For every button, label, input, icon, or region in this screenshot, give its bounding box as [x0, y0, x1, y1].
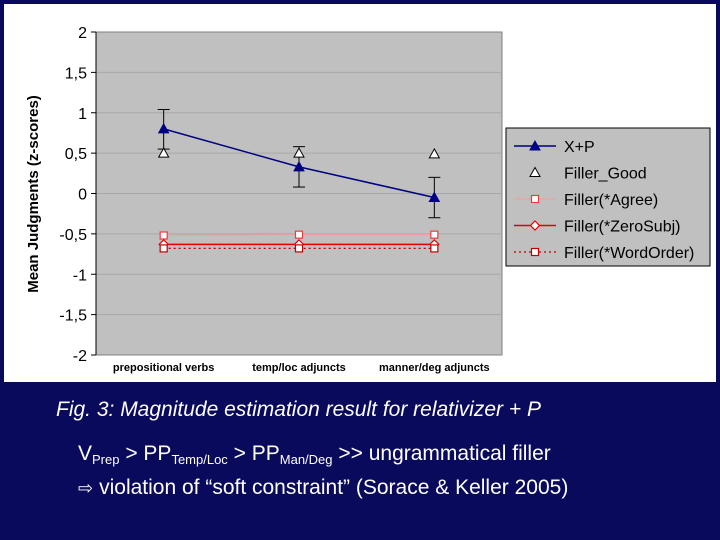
data-point [430, 230, 439, 239]
x-tick-label: prepositional verbs [113, 362, 214, 374]
legend-label: Filler(*Agree) [564, 192, 658, 209]
subtitle-pp1-sub: Temp/Loc [171, 452, 228, 467]
right-arrow-outline-icon: ⇨ [78, 478, 94, 498]
subtitle-block: VPrep > PPTemp/Loc > PPMan/Deg >> ungram… [78, 440, 708, 502]
y-tick-label: 0,5 [65, 146, 87, 163]
figure-caption: Fig. 3: Magnitude estimation result for … [56, 398, 541, 421]
y-tick-label: -1 [73, 267, 87, 284]
x-tick-label: temp/loc adjuncts [252, 362, 346, 374]
chart-panel: 2 1,5 1 0,5 0 -0,5 -1 -1,5 -2 prepositional verbs… [4, 4, 716, 382]
subtitle-gt1: > PP [119, 442, 172, 465]
data-point [428, 147, 441, 159]
legend-marker [529, 220, 541, 231]
legend-label: X+P [564, 139, 595, 156]
legend-marker [530, 194, 540, 204]
subtitle-line-2: ⇨ violation of “soft constraint” (Sorace … [78, 474, 708, 502]
data-point [157, 147, 170, 158]
y-tick-label: 1 [78, 106, 87, 123]
y-tick-label: 0 [78, 187, 87, 204]
legend-marker [530, 247, 540, 257]
data-point [293, 160, 305, 172]
subtitle-gt2: > PP [227, 442, 280, 465]
legend-label: Filler(*WordOrder) [564, 245, 694, 262]
y-axis-label: Mean Judgments (z-scores) [25, 95, 42, 293]
y-tick-label: -2 [73, 348, 87, 365]
y-tick-label: 2 [78, 25, 87, 42]
data-point [428, 191, 441, 203]
legend-marker [529, 139, 541, 151]
legend-label: Filler(*ZeroSubj) [564, 219, 680, 236]
data-point [293, 147, 305, 158]
subtitle-rest: >> ungrammatical filler [332, 442, 551, 465]
legend-label: Filler_Good [564, 166, 647, 183]
subtitle-line2-text: violation of “soft constraint” (Sorace &… [99, 476, 569, 499]
legend-box [505, 127, 711, 267]
data-point [294, 230, 304, 239]
data-point [159, 244, 168, 253]
y-tick-label: -0,5 [59, 227, 87, 244]
legend-marker [529, 166, 541, 177]
data-point [430, 244, 439, 253]
chart-svg: 2 1,5 1 0,5 0 -0,5 -1 -1,5 -2 prepositional verbs… [25, 25, 711, 374]
data-point [294, 244, 304, 253]
subtitle-line-1: VPrep > PPTemp/Loc > PPMan/Deg >> ungram… [78, 440, 708, 474]
subtitle-pp2-sub: Man/Deg [279, 452, 333, 467]
data-point [157, 122, 170, 134]
subtitle-v: V [78, 442, 93, 465]
subtitle-v-sub: Prep [92, 452, 120, 467]
x-tick-label: manner/deg adjuncts [379, 362, 490, 374]
y-tick-label: -1,5 [59, 308, 87, 325]
y-tick-label: 1,5 [65, 65, 87, 82]
data-point [159, 231, 168, 240]
